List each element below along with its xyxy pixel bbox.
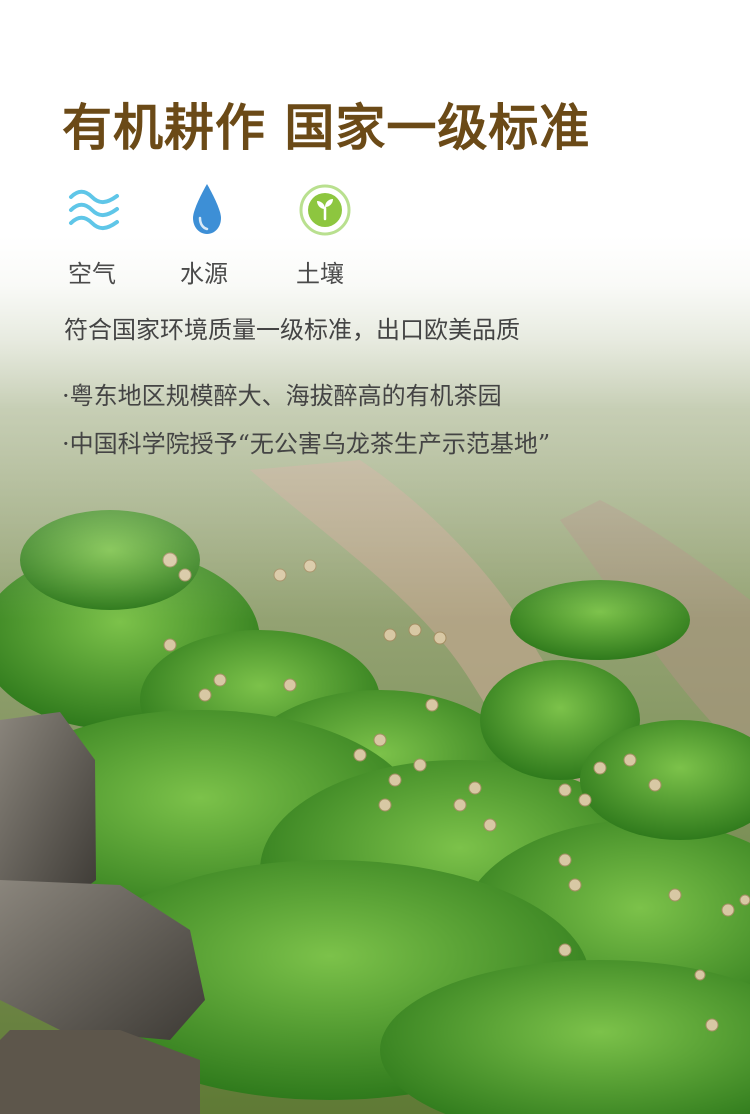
feature-label-soil: 土壤: [296, 260, 344, 288]
feature-label-water: 水源: [180, 260, 228, 288]
bullet-item-2: ·中国科学院授予“无公害乌龙茶生产示范基地”: [62, 430, 551, 458]
air-waves-icon: [69, 189, 119, 231]
standard-statement: 符合国家环境质量一级标准，出口欧美品质: [64, 316, 520, 344]
page-headline: 有机耕作 国家一级标准: [62, 98, 591, 157]
soil-sprout-icon: [299, 184, 351, 236]
water-drop-icon: [193, 184, 221, 234]
feature-label-air: 空气: [68, 260, 116, 288]
mist-overlay: [0, 0, 750, 620]
bullet-item-1: ·粤东地区规模醉大、海拔醉高的有机茶园: [62, 382, 502, 410]
